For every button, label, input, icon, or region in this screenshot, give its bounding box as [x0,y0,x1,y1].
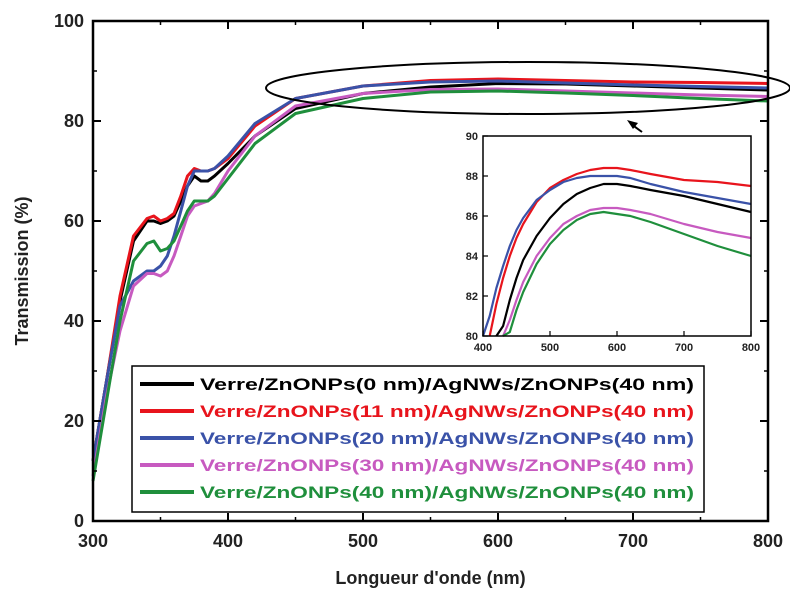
inset-x-tick-label-700: 700 [675,342,693,354]
legend-label-4: Verre/ZnONPs(40 nm)/AgNWs/ZnONPs(40 nm) [200,484,694,502]
inset-x-tick-label-500: 500 [541,342,559,354]
y-tick-label-20: 20 [64,411,84,431]
y-tick-label-100: 100 [54,11,84,31]
legend-label-2: Verre/ZnONPs(20 nm)/AgNWs/ZnONPs(40 nm) [200,430,694,448]
y-tick-label-80: 80 [64,111,84,131]
x-tick-label-800: 800 [753,531,783,551]
legend-label-0: Verre/ZnONPs(0 nm)/AgNWs/ZnONPs(40 nm) [200,376,694,394]
x-tick-label-300: 300 [78,531,108,551]
inset-x-tick-label-600: 600 [608,342,626,354]
inset-y-tick-label-88: 88 [466,171,478,183]
legend-label-1: Verre/ZnONPs(11 nm)/AgNWs/ZnONPs(40 nm) [200,403,694,421]
x-tick-label-600: 600 [483,531,513,551]
inset-y-tick-label-86: 86 [466,211,478,223]
inset-x-tick-label-800: 800 [742,342,760,354]
y-tick-label-40: 40 [64,311,84,331]
x-tick-label-400: 400 [213,531,243,551]
legend-label-3: Verre/ZnONPs(30 nm)/AgNWs/ZnONPs(40 nm) [200,457,694,475]
x-tick-label-700: 700 [618,531,648,551]
inset-x-tick-label-400: 400 [474,342,492,354]
inset-y-tick-label-82: 82 [466,291,478,303]
y-tick-label-60: 60 [64,211,84,231]
x-axis-title: Longueur d'onde (nm) [335,568,525,588]
y-tick-label-0: 0 [74,511,84,531]
y-axis-title: Transmission (%) [12,196,32,345]
x-tick-label-500: 500 [348,531,378,551]
inset-background [483,136,751,336]
inset-y-tick-label-90: 90 [466,131,478,143]
inset-y-tick-label-84: 84 [466,251,479,263]
inset-y-tick-label-80: 80 [466,331,478,343]
